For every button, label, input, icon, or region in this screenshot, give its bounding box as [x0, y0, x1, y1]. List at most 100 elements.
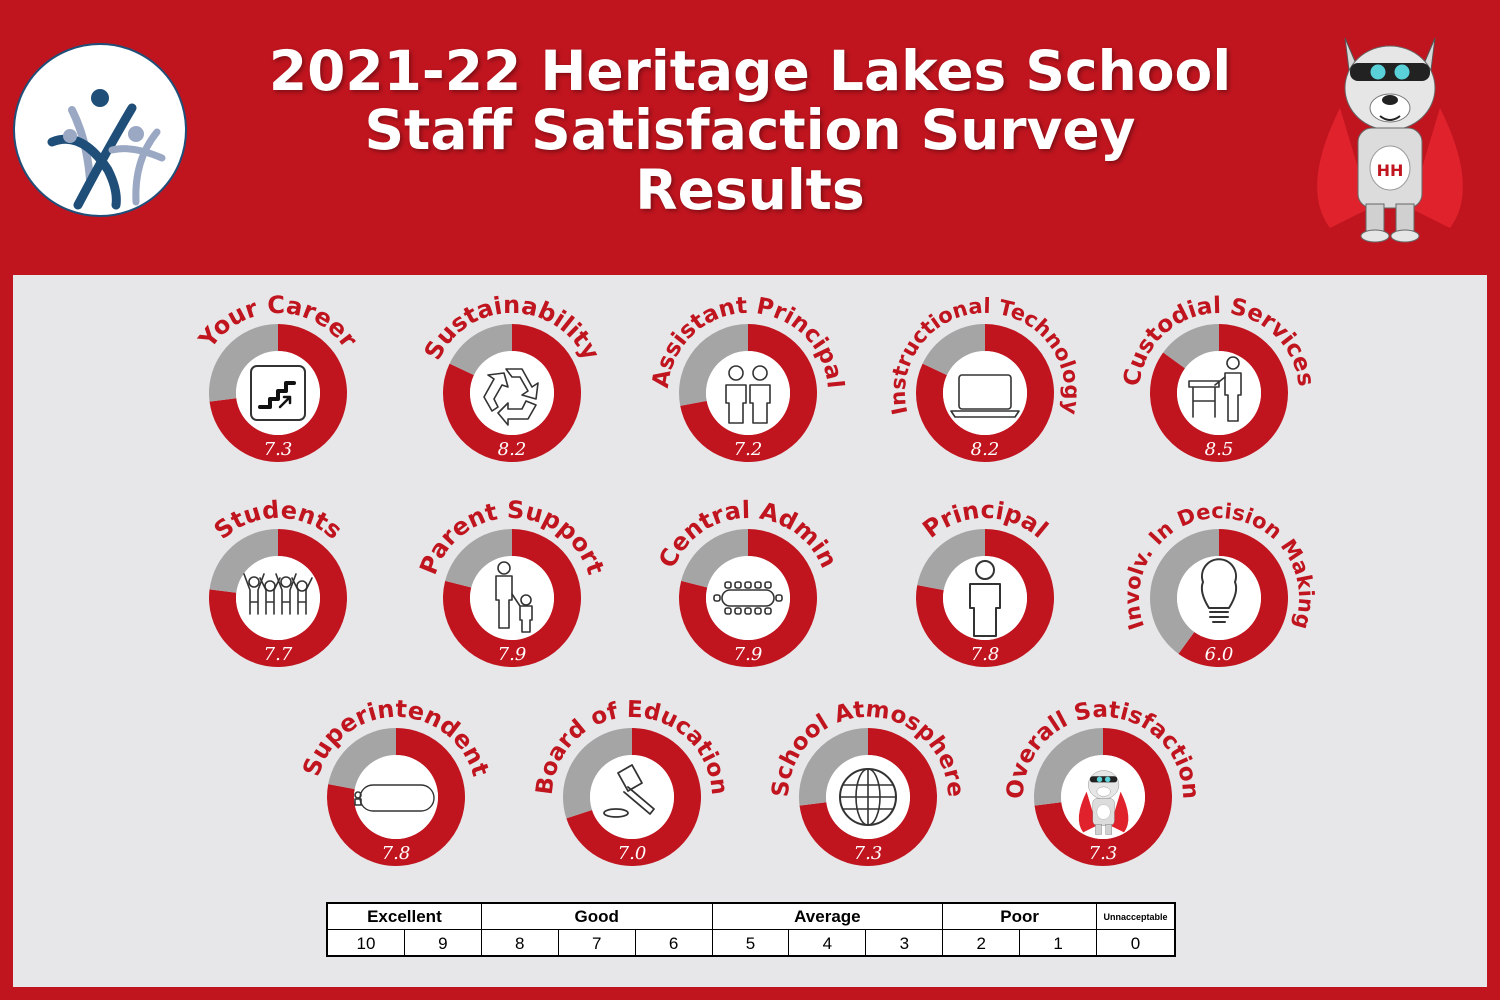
remainder-segment [922, 324, 985, 376]
scale-value: 1 [1020, 930, 1098, 957]
donut-center [1177, 556, 1261, 640]
donut-center [706, 556, 790, 640]
globe-icon [839, 768, 897, 826]
two-people-icon [725, 365, 771, 424]
score-segment [680, 324, 817, 462]
donut-center [1177, 351, 1261, 435]
title-line-2: Staff Satisfaction Survey Results [364, 98, 1136, 222]
score-label: 7.0 [618, 843, 647, 864]
score-label: 7.9 [734, 644, 763, 665]
score-segment [1150, 324, 1289, 463]
remainder-segment [445, 529, 512, 588]
remainder-segment [449, 324, 512, 376]
scale-category-poor: Poor [943, 904, 1098, 930]
score-segment [209, 324, 347, 462]
score-segment [442, 324, 581, 462]
scale-value: 8 [482, 930, 559, 957]
stairs-icon [250, 365, 306, 421]
scale-value: 2 [943, 930, 1021, 957]
mascot-logo: HH [1300, 18, 1480, 252]
conference-table-icon [713, 581, 783, 615]
remainder-segment [209, 324, 278, 402]
score-label: 7.3 [854, 843, 883, 864]
donut-center [590, 755, 674, 839]
scale-category-average: Average [712, 904, 944, 930]
remainder-segment [679, 324, 748, 406]
score-label: 7.7 [264, 644, 293, 665]
page-title: 2021-22 Heritage Lakes School Staff Sati… [250, 39, 1250, 222]
score-label: 7.8 [971, 644, 1000, 665]
donut-center [236, 556, 320, 640]
gavel-icon [603, 764, 655, 818]
scale-category-good: Good [481, 904, 713, 930]
meeting-table-icon [354, 784, 435, 812]
lightbulb-icon [1200, 558, 1238, 623]
score-label: 7.9 [498, 644, 527, 665]
rating-scale-table: Excellent Good Average Poor Unnacceptable 10 9… [326, 902, 1176, 957]
score-label: 7.3 [1089, 843, 1118, 864]
score-segment [915, 529, 1055, 668]
scale-value: 0 [1130, 934, 1141, 953]
scale-category-excellent: Excellent [328, 904, 482, 930]
scale-value: 9 [405, 930, 482, 957]
score-label: 8.2 [971, 439, 1000, 460]
laptop-icon [950, 374, 1020, 418]
score-segment [1034, 728, 1172, 867]
remainder-segment [799, 728, 868, 806]
donut-center [470, 351, 554, 435]
score-label: 6.0 [1205, 644, 1234, 665]
mascot-icon [1078, 770, 1129, 835]
parent-child-icon [495, 561, 533, 633]
score-label: 8.2 [498, 439, 527, 460]
scale-value: 4 [789, 930, 867, 957]
svg-text:HH: HH [1377, 161, 1404, 180]
remainder-segment [681, 529, 748, 588]
remainder-segment [209, 529, 278, 593]
donut-center [943, 556, 1027, 640]
donut-center [706, 351, 790, 435]
score-segment [1178, 528, 1289, 667]
scale-value: 3 [866, 930, 944, 957]
remainder-segment [1163, 324, 1219, 369]
score-segment [799, 728, 937, 867]
scale-value: 10 [328, 930, 405, 957]
scale-category-unnacceptable: Unnacceptable [1097, 904, 1174, 930]
score-segment [916, 324, 1054, 462]
remainder-segment [1150, 529, 1219, 654]
person-icon [969, 560, 1001, 637]
custodian-icon [1188, 356, 1242, 422]
donut-center [354, 755, 438, 839]
score-segment [442, 529, 581, 667]
remainder-segment [563, 728, 632, 819]
score-label: 8.5 [1205, 439, 1234, 460]
recycle-icon [483, 368, 539, 426]
score-label: 7.2 [734, 439, 763, 460]
students-icon [243, 573, 313, 615]
score-segment [566, 728, 701, 866]
district-logo [12, 30, 188, 224]
donut-center [943, 351, 1027, 435]
score-label: 7.8 [382, 843, 411, 864]
scale-value: 6 [636, 930, 713, 957]
remainder-segment [328, 728, 396, 790]
score-label: 7.3 [264, 439, 293, 460]
scale-value: 5 [713, 930, 790, 957]
remainder-segment [917, 529, 985, 591]
scale-value: 7 [559, 930, 636, 957]
title-line-1: 2021-22 Heritage Lakes School [268, 39, 1232, 103]
